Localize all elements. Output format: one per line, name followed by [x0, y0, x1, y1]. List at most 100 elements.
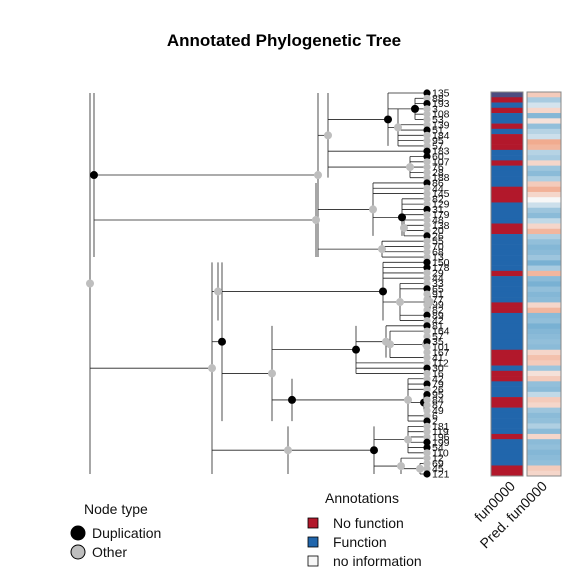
prediction-cell [527, 207, 561, 214]
other-node [284, 446, 292, 455]
annotation-cell [491, 302, 523, 308]
duplication-node [423, 380, 431, 388]
other-node [423, 115, 431, 124]
annotation-cell [491, 249, 523, 256]
other-node [423, 142, 431, 150]
prediction-cell [527, 328, 561, 335]
tip-label: 65 [432, 283, 444, 295]
prediction-cell [527, 149, 561, 156]
prediction-cell [527, 234, 561, 240]
prediction-cell [527, 118, 561, 124]
annotation-cell [491, 349, 523, 356]
tip-label: 87 [432, 400, 444, 412]
tip-label: 178 [432, 262, 450, 274]
other-node [423, 369, 431, 378]
annotation-cell [491, 186, 523, 193]
annotation-cell [491, 128, 523, 135]
prediction-cell [527, 428, 561, 435]
tip-label: 179 [432, 209, 450, 221]
annotation-cell [491, 370, 523, 377]
annotation-cell [491, 297, 523, 303]
other-node [386, 340, 394, 349]
duplication-node [423, 417, 431, 425]
other-node [423, 158, 431, 166]
legend-other-symbol [70, 544, 86, 560]
legend-duplication-symbol [70, 525, 86, 541]
tip-label: 55 [432, 236, 444, 248]
tip-label: 44 [432, 273, 444, 285]
annotation-cell [491, 149, 523, 156]
other-node [423, 189, 431, 198]
tip-label: 101 [432, 342, 450, 354]
annotation-cell [491, 139, 523, 145]
column-fun0000 [490, 91, 524, 477]
tip-label: 60 [432, 151, 444, 163]
tip-label: 42 [432, 373, 444, 385]
tip-label: 199 [432, 437, 450, 449]
legend-duplication-label: Duplication [92, 525, 161, 541]
tip-label: 167 [432, 347, 450, 359]
tip-label: 12 [432, 453, 444, 465]
other-node [423, 465, 431, 473]
other-node [369, 205, 377, 214]
other-node [423, 274, 431, 282]
tip-label: 53 [432, 114, 444, 126]
column-border [526, 91, 562, 477]
other-node [423, 200, 431, 208]
annotation-cell [491, 212, 523, 219]
tip-label: 193 [432, 98, 450, 110]
other-node [423, 174, 431, 182]
prediction-cell [527, 349, 561, 356]
other-node [423, 332, 431, 341]
annotation-cell [491, 449, 523, 456]
prediction-cell [527, 128, 561, 135]
tip-label: 91 [432, 289, 444, 301]
annotation-cell [491, 118, 523, 124]
annotation-cell [491, 286, 523, 293]
tip-label: 119 [432, 426, 449, 438]
annotation-cell [491, 181, 523, 187]
prediction-cell [527, 134, 561, 140]
prediction-cell [527, 191, 561, 198]
annotation-cell [491, 123, 523, 130]
prediction-cell [527, 97, 561, 103]
legend-no-information-label: no information [333, 553, 422, 569]
tip-label: 81 [432, 320, 444, 332]
tip-label: 13 [432, 252, 444, 264]
tip-label: 30 [432, 363, 444, 375]
tip-label: 86 [432, 177, 444, 189]
prediction-cell [527, 155, 561, 161]
prediction-cell [527, 302, 561, 308]
annotation-cell [491, 412, 523, 419]
legend-annotations: Annotations No function Function no info… [307, 490, 422, 569]
tip-label: 196 [432, 431, 450, 443]
other-node [423, 110, 431, 118]
annotation-cell [491, 391, 523, 398]
prediction-cell [527, 107, 561, 114]
annotation-cell [491, 92, 523, 98]
annotation-cell [491, 134, 523, 140]
tip-label: 79 [432, 379, 444, 391]
prediction-cell [527, 381, 561, 387]
other-node [423, 211, 431, 219]
tip-label: 33 [432, 278, 444, 290]
duplication-node [423, 147, 431, 155]
prediction-cell [527, 412, 561, 419]
annotation-cell [491, 465, 523, 472]
prediction-cell [527, 433, 561, 440]
other-node [423, 269, 431, 277]
tip-label: 139 [432, 119, 450, 131]
tip-label: 35 [432, 336, 444, 348]
prediction-cell [527, 244, 561, 251]
annotation-cell [491, 239, 523, 245]
prediction-cell [527, 265, 561, 272]
prediction-cell [527, 376, 561, 382]
prediction-cell [527, 249, 561, 256]
other-node [396, 298, 404, 307]
duplication-node [218, 337, 226, 346]
prediction-cell [527, 102, 561, 109]
other-node [423, 248, 431, 256]
annotation-cell [491, 423, 523, 429]
tip-label: 112 [432, 357, 449, 369]
annotation-cell [491, 144, 523, 151]
